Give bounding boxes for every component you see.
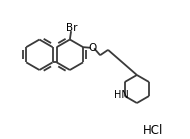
- Text: HCl: HCl: [143, 124, 163, 137]
- Text: Br: Br: [66, 23, 77, 33]
- Text: HN: HN: [114, 90, 129, 100]
- Text: O: O: [88, 43, 96, 53]
